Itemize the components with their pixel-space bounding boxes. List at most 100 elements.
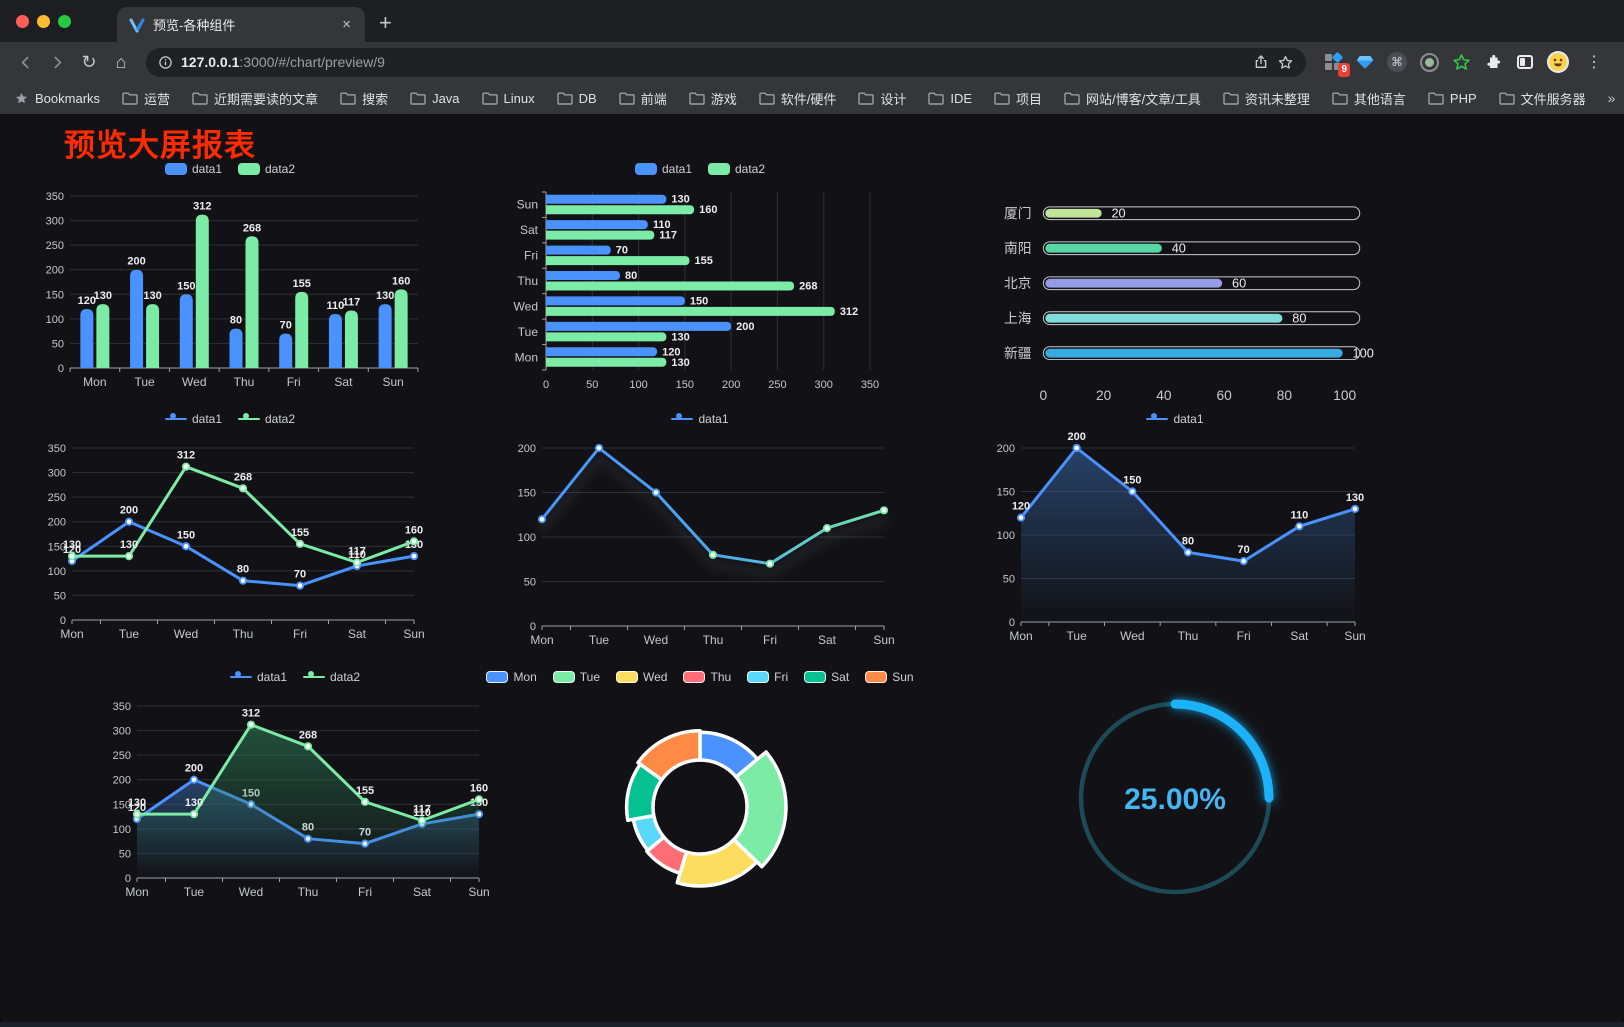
svg-text:Tue: Tue: [134, 375, 155, 389]
sidebar-icon[interactable]: [1514, 51, 1536, 73]
bookmark-folder[interactable]: 近期需要读的文章: [192, 89, 318, 108]
legend-item-data1[interactable]: data1: [164, 162, 222, 176]
browser-tab[interactable]: 预览-各种组件 ×: [117, 7, 365, 42]
chart-donut: Mon Tue Wed Thu Fri Sat Sun: [486, 666, 914, 948]
legend-item-Fri[interactable]: Fri: [747, 670, 788, 684]
url-text[interactable]: 127.0.0.1:3000/#/chart/preview/9: [181, 54, 1245, 70]
bookmark-folder[interactable]: Java: [410, 91, 460, 106]
bookmark-folder[interactable]: 网站/博客/文章/工具: [1064, 89, 1201, 108]
chart-legend: data1 data2: [164, 408, 295, 430]
legend-marker-dot: [676, 413, 683, 420]
new-tab-button[interactable]: +: [379, 10, 392, 35]
legend-item-data1[interactable]: data1: [1146, 412, 1204, 426]
svg-text:50: 50: [1003, 574, 1015, 586]
bookmark-folder[interactable]: PHP: [1428, 91, 1477, 106]
chart-canvas-ring-progress[interactable]: 25.00%: [1057, 680, 1293, 916]
legend-label: data2: [330, 670, 361, 684]
legend-item-Sat[interactable]: Sat: [804, 670, 849, 684]
bookmark-folder[interactable]: 文件服务器: [1498, 89, 1586, 108]
menu-kebab-icon[interactable]: ⋮: [1586, 54, 1602, 71]
home-icon[interactable]: ⌂: [115, 51, 127, 72]
share-icon[interactable]: [1253, 54, 1269, 70]
address-bar[interactable]: 127.0.0.1:3000/#/chart/preview/9: [146, 47, 1306, 77]
svg-text:100: 100: [46, 314, 64, 326]
info-icon[interactable]: [158, 55, 173, 70]
chart-line-area: data1 0 50 100 150 200 Mon Tue Wed Thu Fri Sat Sun 12…: [979, 408, 1371, 666]
legend-item-Sun[interactable]: Sun: [865, 670, 914, 684]
chart-canvas-progress-bar[interactable]: 厦门 20 南阳 40 北京 60 上海 80 新疆 100 0 20 40 60 80 100: [975, 182, 1375, 408]
command-icon[interactable]: ⌘: [1386, 51, 1408, 73]
legend-swatch: [865, 671, 888, 683]
close-window-button[interactable]: [16, 14, 29, 28]
svg-text:155: 155: [293, 278, 311, 290]
svg-text:Tue: Tue: [1067, 629, 1088, 643]
svg-text:Sun: Sun: [517, 198, 538, 212]
svg-text:200: 200: [185, 763, 203, 775]
minimize-window-button[interactable]: [37, 14, 50, 28]
svg-text:Thu: Thu: [703, 633, 724, 647]
bookmark-folder[interactable]: 运营: [122, 89, 170, 108]
legend-item-data2[interactable]: data2: [303, 670, 360, 684]
chart-canvas-donut[interactable]: [584, 690, 816, 920]
bookmark-folder[interactable]: 设计: [858, 89, 906, 108]
svg-text:Wed: Wed: [514, 299, 538, 313]
chart-canvas-line-gradient[interactable]: 0 50 100 150 200 Mon Tue Wed Thu Fri Sat Sun: [500, 432, 900, 652]
legend-item-data1[interactable]: data1: [634, 162, 692, 176]
legend-label: Thu: [710, 670, 732, 684]
svg-text:150: 150: [518, 488, 536, 500]
legend-swatch: [238, 163, 260, 175]
svg-text:Sat: Sat: [1290, 629, 1309, 643]
legend-item-data2[interactable]: data2: [708, 162, 765, 176]
legend-marker-dot: [1151, 413, 1158, 420]
bookmark-folder[interactable]: Linux: [481, 91, 535, 106]
bookmark-star-icon[interactable]: [1277, 54, 1294, 71]
forward-arrow-icon[interactable]: [42, 47, 72, 77]
legend-item-data1[interactable]: data1: [164, 412, 222, 426]
svg-text:130: 130: [94, 290, 112, 302]
svg-text:Thu: Thu: [298, 885, 319, 899]
legend-item-data1[interactable]: data1: [229, 670, 287, 684]
green-star-icon[interactable]: [1450, 51, 1472, 73]
chart-canvas-line-area[interactable]: 0 50 100 150 200 Mon Tue Wed Thu Fri Sat Sun 120 200 1…: [979, 432, 1371, 648]
bookmark-item-bookmarks[interactable]: Bookmarks: [14, 91, 100, 106]
legend-label: Wed: [643, 670, 668, 684]
gem-icon[interactable]: [1354, 51, 1376, 73]
maximize-window-button[interactable]: [58, 14, 71, 28]
legend-item-Mon[interactable]: Mon: [486, 670, 537, 684]
recorder-icon[interactable]: [1418, 51, 1440, 73]
svg-text:117: 117: [348, 546, 366, 558]
legend-item-Wed[interactable]: Wed: [616, 670, 667, 684]
reload-icon[interactable]: ↻: [81, 51, 97, 72]
legend-item-data2[interactable]: data2: [238, 162, 295, 176]
svg-text:60: 60: [1216, 388, 1232, 403]
profile-avatar[interactable]: [1546, 50, 1570, 74]
bookmark-folder[interactable]: 游戏: [689, 89, 737, 108]
bookmarks-overflow-chevron[interactable]: »: [1607, 90, 1616, 106]
svg-text:155: 155: [291, 527, 309, 539]
svg-text:312: 312: [840, 306, 858, 318]
puzzle-icon[interactable]: [1482, 51, 1504, 73]
tab-close-icon[interactable]: ×: [342, 16, 351, 33]
chart-canvas-line-multi[interactable]: 0 50 100 150 200 250 300 350 Mon Tue Wed Thu Fri Sat S…: [30, 432, 430, 646]
legend-item-Thu[interactable]: Thu: [683, 670, 731, 684]
back-arrow-icon[interactable]: [10, 47, 40, 77]
legend-swatch: [616, 671, 639, 683]
workona-icon[interactable]: 9: [1322, 51, 1350, 77]
chart-legend: data1: [671, 408, 729, 430]
chart-canvas-line-multi-area[interactable]: 0 50 100 150 200 250 300 350 Mon Tue Wed Thu Fri Sat S…: [95, 690, 495, 904]
legend-item-Tue[interactable]: Tue: [552, 670, 600, 684]
page-title: 预览大屏报表: [64, 128, 256, 163]
bookmark-folder[interactable]: IDE: [928, 91, 972, 106]
bookmark-folder[interactable]: 前端: [618, 89, 667, 108]
bookmark-folder[interactable]: 其他语言: [1332, 89, 1406, 108]
bookmark-folder[interactable]: 项目: [994, 89, 1042, 108]
legend-item-data1[interactable]: data1: [671, 412, 729, 426]
bookmark-folder[interactable]: 资讯未整理: [1223, 89, 1310, 108]
legend-item-data2[interactable]: data2: [238, 412, 295, 426]
bookmark-folder[interactable]: 搜索: [340, 89, 388, 108]
bookmark-folder[interactable]: 软件/硬件: [759, 89, 836, 108]
chart-canvas-grouped-bar[interactable]: 0 50 100 150 200 250 300 350 Mon Tue Wed Thu Fri Sat S…: [30, 182, 430, 394]
svg-text:Fri: Fri: [763, 633, 777, 647]
bookmark-folder[interactable]: DB: [556, 91, 597, 106]
